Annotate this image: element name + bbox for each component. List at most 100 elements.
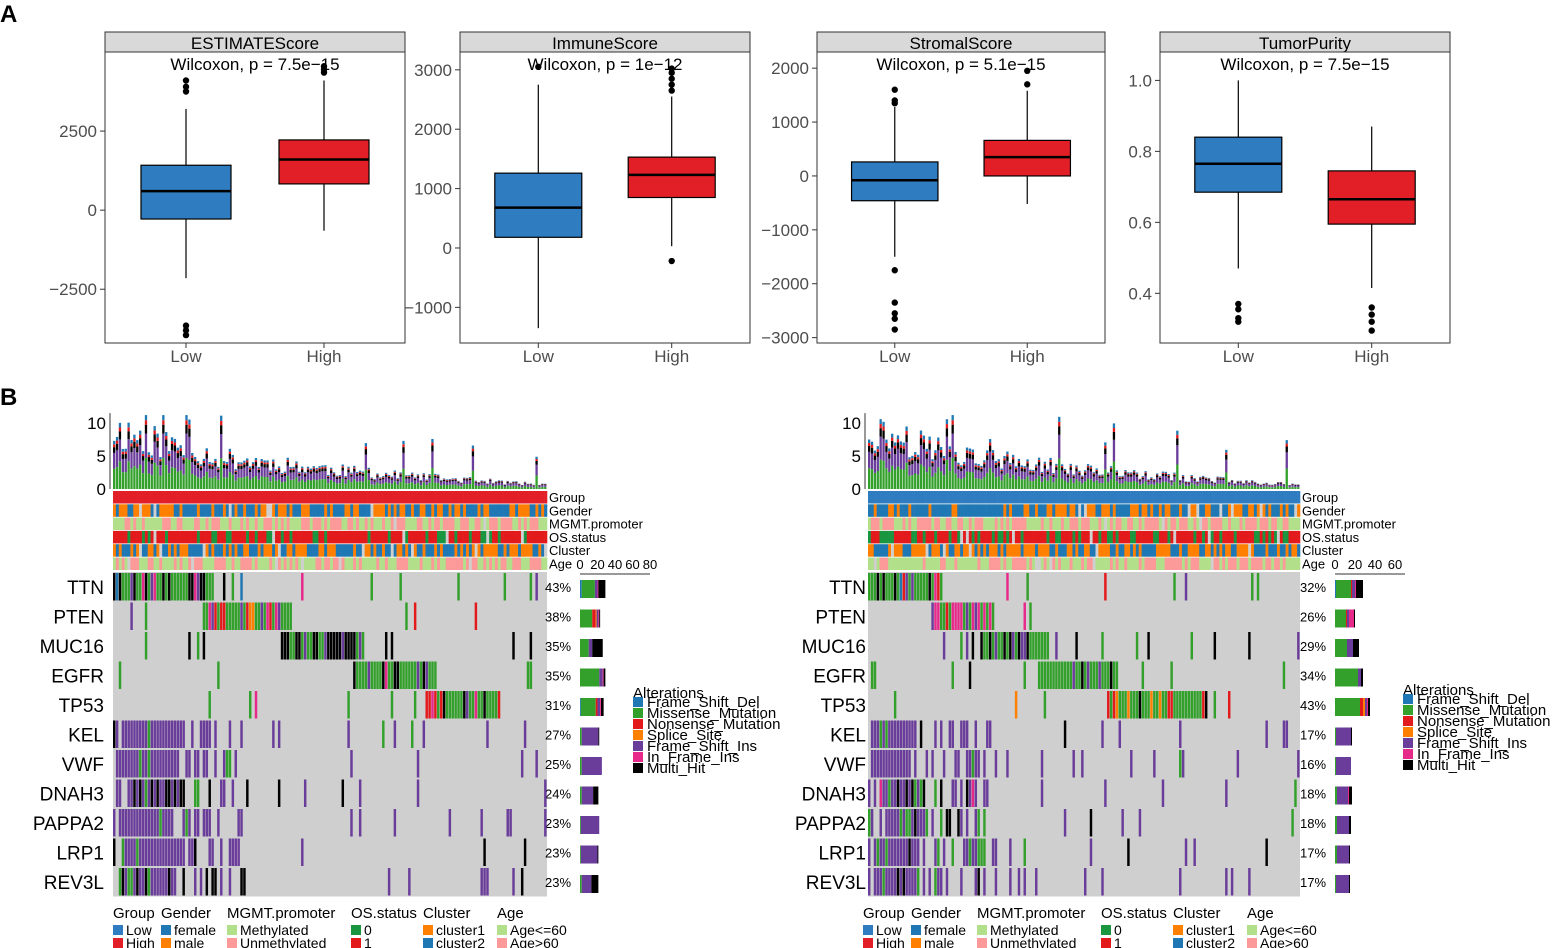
- track-cell: [1078, 517, 1082, 531]
- track-cell: [448, 544, 452, 557]
- tmb-bar: [199, 464, 203, 467]
- track-cell: [1297, 530, 1301, 544]
- track-cell: [538, 504, 542, 517]
- tmb-bar: [471, 448, 475, 452]
- mutation-cell: [220, 602, 223, 630]
- track-cell: [431, 530, 435, 544]
- tmb-bar: [1101, 474, 1104, 476]
- tmb-bar: [544, 485, 547, 487]
- track-cell: [1032, 504, 1036, 517]
- track-cell: [868, 517, 872, 531]
- tmb-bar: [162, 424, 165, 434]
- track-cell: [1055, 544, 1059, 557]
- tmb-bar: [1199, 479, 1202, 484]
- track-cell: [1268, 491, 1272, 504]
- track-cell: [1297, 504, 1301, 517]
- mutation-cell: [891, 720, 894, 748]
- track-cell: [1276, 517, 1281, 531]
- track-cell: [1242, 544, 1246, 557]
- track-cell: [1259, 491, 1263, 504]
- track-cell: [341, 504, 345, 517]
- mutation-cell: [173, 750, 177, 778]
- tmb-bar: [974, 469, 977, 479]
- tmb-bar: [468, 477, 472, 479]
- tmb-bar: [266, 467, 269, 477]
- annotation-swatch: [911, 925, 921, 935]
- mutation-cell: [908, 720, 911, 748]
- tmb-bar: [240, 465, 243, 470]
- alteration-label: Frame_Shift_Ins: [1417, 735, 1527, 752]
- track-cell: [1020, 544, 1024, 557]
- tmb-bar: [309, 473, 313, 481]
- tmb-bar: [390, 478, 394, 480]
- tmb-bar: [194, 461, 197, 465]
- track-cell: [332, 491, 337, 504]
- track-cell: [1219, 504, 1223, 517]
- tmb-bar: [1199, 476, 1202, 478]
- mutation-cell: [965, 838, 969, 866]
- mutation-cell: [1049, 661, 1052, 689]
- tmb-bar: [185, 433, 188, 458]
- tmb-bar: [1297, 484, 1300, 486]
- track-cell: [896, 517, 900, 531]
- track-cell: [1112, 557, 1116, 570]
- tmb-bar: [497, 480, 501, 482]
- tmb-bar: [144, 433, 148, 458]
- mutation-cell: [370, 661, 373, 689]
- tmb-bar: [445, 481, 449, 485]
- track-cell: [925, 504, 929, 517]
- mutation-cell: [387, 868, 391, 896]
- tmb-bar: [960, 468, 963, 472]
- track-cell: [520, 530, 525, 544]
- mutation-cell: [199, 720, 203, 748]
- tmb-bar: [934, 455, 937, 460]
- tmb-bar: [248, 469, 252, 473]
- tmb-bar: [911, 458, 914, 461]
- track-cell: [963, 491, 967, 504]
- track-cell: [986, 544, 990, 557]
- track-cell: [931, 517, 935, 531]
- tmb-bar: [1265, 483, 1268, 485]
- track-cell: [489, 504, 493, 517]
- track-cell: [1043, 517, 1047, 531]
- mutation-cell: [283, 632, 287, 660]
- track-cell: [1288, 557, 1292, 570]
- tmb-bar: [396, 479, 399, 481]
- tmb-bar: [165, 439, 168, 447]
- tmb-bar: [173, 451, 177, 468]
- track-label: MGMT.promoter: [1302, 517, 1397, 532]
- track-cell: [448, 530, 452, 544]
- mutation-cell: [876, 720, 880, 748]
- track-cell: [1225, 544, 1229, 557]
- track-cell: [896, 557, 900, 570]
- annotation-swatch: [113, 938, 123, 948]
- mutation-cell: [382, 661, 385, 689]
- mutation-cell: [1101, 720, 1104, 748]
- mutation-cell: [477, 691, 481, 719]
- track-cell: [263, 517, 267, 531]
- tmb-bar: [925, 472, 928, 489]
- tmb-bar: [1190, 474, 1193, 476]
- mutation-cell: [928, 868, 931, 896]
- track-cell: [509, 504, 513, 517]
- mutation-cell: [879, 720, 882, 748]
- track-cell: [1285, 517, 1289, 531]
- track-cell: [1216, 544, 1220, 557]
- annotation-legend-title: Cluster: [1173, 905, 1221, 922]
- track-cell: [1075, 517, 1079, 531]
- mutation-cell: [529, 632, 533, 660]
- mutation-cell: [185, 573, 188, 601]
- count-bar-segment: [1335, 786, 1337, 805]
- track-cell: [888, 517, 892, 531]
- track-cell: [494, 504, 499, 517]
- mutation-cell: [312, 632, 316, 660]
- track-cell: [988, 530, 993, 544]
- track-cell: [442, 517, 447, 531]
- tmb-bar: [272, 461, 275, 464]
- gene-label: REV3L: [44, 873, 104, 894]
- tmb-bar: [873, 450, 877, 454]
- track-cell: [1107, 544, 1111, 557]
- tmb-bar: [1228, 481, 1231, 483]
- tmb-bar: [341, 467, 344, 471]
- track-cell: [1274, 544, 1278, 557]
